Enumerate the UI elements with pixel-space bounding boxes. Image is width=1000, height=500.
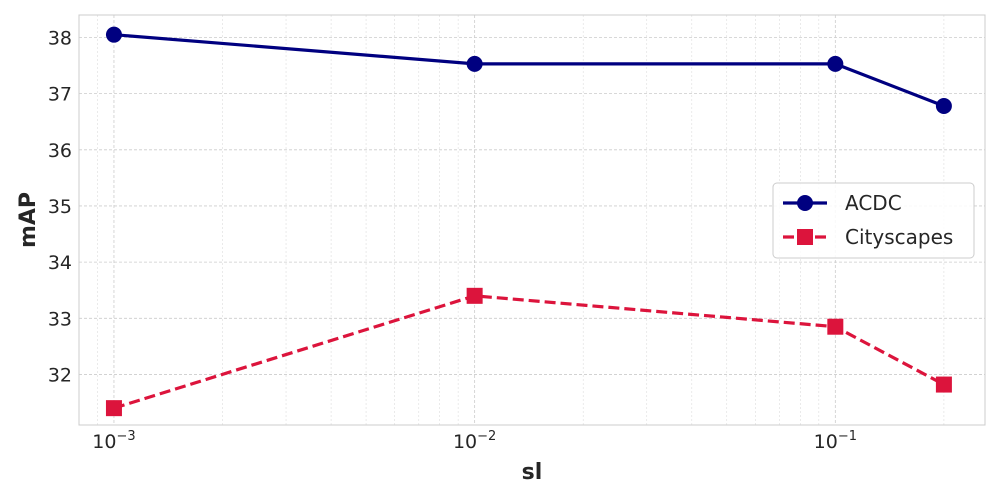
data-point-cityscapes — [827, 318, 844, 335]
legend-label-acdc: ACDC — [845, 191, 902, 215]
data-point-acdc — [466, 55, 483, 72]
x-tick-label: 10−1 — [814, 429, 857, 453]
y-tick-labels: 32 33 34 35 36 37 38 — [48, 27, 72, 386]
data-point-acdc — [827, 55, 844, 72]
series-line-cityscapes — [113, 294, 945, 410]
series-cityscapes — [105, 287, 952, 417]
legend-marker-acdc — [797, 195, 813, 211]
y-tick-label: 38 — [48, 27, 72, 49]
series-line-acdc — [113, 33, 945, 108]
x-tick-label: 10−2 — [453, 429, 496, 453]
x-axis-title: sl — [522, 460, 543, 485]
y-axis-title: mAP — [16, 192, 41, 248]
legend-marker-cityscapes — [797, 229, 813, 245]
data-point-acdc — [935, 97, 952, 114]
major-grid — [79, 15, 985, 425]
legend-label-cityscapes: Cityscapes — [845, 225, 953, 249]
y-tick-label: 35 — [48, 196, 72, 218]
y-tick-label: 32 — [48, 364, 72, 386]
data-point-acdc — [105, 26, 122, 43]
x-tick-label: 10−3 — [92, 429, 135, 453]
x-tick-labels: 10−3 10−2 10−1 — [92, 429, 857, 453]
series-acdc — [105, 26, 952, 114]
y-tick-label: 33 — [48, 308, 72, 330]
y-tick-label: 36 — [48, 140, 72, 162]
legend: ACDC Cityscapes — [772, 182, 975, 259]
series-layer — [105, 26, 952, 417]
legend-item-cityscapes: Cityscapes — [783, 225, 953, 249]
data-point-cityscapes — [935, 376, 952, 393]
plot-frame — [78, 14, 986, 426]
y-tick-label: 34 — [48, 252, 72, 274]
data-point-cityscapes — [105, 400, 122, 417]
legend-item-acdc: ACDC — [783, 191, 902, 215]
y-tick-label: 37 — [48, 84, 72, 106]
data-point-cityscapes — [466, 287, 483, 304]
